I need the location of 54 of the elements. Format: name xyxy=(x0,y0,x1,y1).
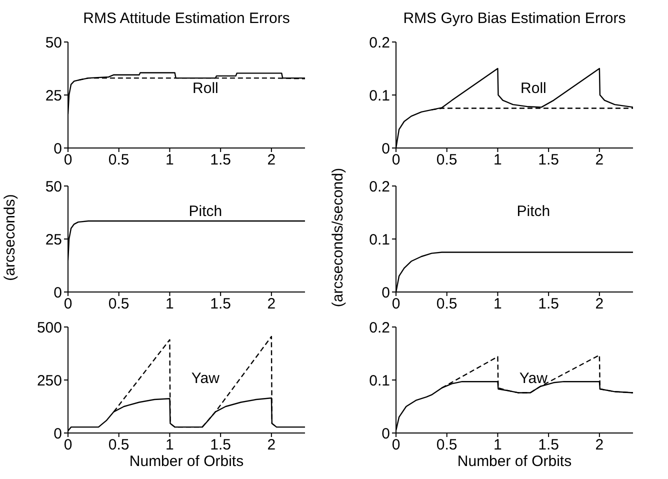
x-tick-label: 1.5 xyxy=(538,152,560,169)
annotation: Pitch xyxy=(516,202,552,220)
x-tick-label: 0.5 xyxy=(108,296,130,313)
y-tick-label: 25 xyxy=(45,87,62,104)
x-tick-label: 1 xyxy=(494,436,502,454)
x-tick-label: 0.5 xyxy=(108,436,130,454)
x-tick-label: 0.5 xyxy=(108,152,130,169)
x-tick-label: 1.5 xyxy=(538,436,560,454)
y-tick-label: 50 xyxy=(45,178,62,196)
x-tick-label: 0.5 xyxy=(436,152,458,169)
x-tick-label: 1.5 xyxy=(210,152,232,169)
y-tick-label: 0 xyxy=(54,284,62,302)
y-tick-label: 0.1 xyxy=(369,231,390,248)
annotation: Yaw xyxy=(190,370,220,387)
chart-title: RMS Attitude Estimation Errors xyxy=(82,10,291,27)
x-tick-label: 1 xyxy=(494,296,502,313)
x-tick-label: 1.5 xyxy=(538,296,560,313)
x-tick-label: 2 xyxy=(267,296,276,313)
x-tick-label: 0.5 xyxy=(436,436,458,454)
x-tick-label: 0.5 xyxy=(436,296,458,313)
annotation: Roll xyxy=(520,80,548,97)
y-tick-label: 0.1 xyxy=(369,372,390,390)
x-tick-label: 2 xyxy=(595,436,604,454)
y-axis-title: (arcseconds) xyxy=(2,193,18,283)
y-tick-label: 0.2 xyxy=(369,34,390,52)
y-tick-label: 500 xyxy=(36,319,62,336)
chart-title: RMS Gyro Bias Estimation Errors xyxy=(402,10,627,27)
x-tick-label: 1 xyxy=(166,296,174,313)
x-tick-label: 2 xyxy=(595,296,604,313)
y-tick-label: 25 xyxy=(45,231,62,248)
y-axis-title: (arcseconds/second) xyxy=(330,166,346,310)
y-tick-label: 0.1 xyxy=(369,87,390,104)
x-tick-label: 2 xyxy=(267,152,276,169)
y-tick-label: 0 xyxy=(54,425,62,442)
x-axis-title: Number of Orbits xyxy=(456,453,573,470)
y-tick-label: 250 xyxy=(36,372,62,390)
x-tick-label: 2 xyxy=(595,152,604,169)
x-tick-label: 1.5 xyxy=(210,436,232,454)
annotation: Yaw xyxy=(518,370,548,387)
x-tick-label: 1 xyxy=(166,436,174,454)
y-tick-label: 0 xyxy=(54,140,62,158)
y-tick-label: 0.2 xyxy=(369,319,390,336)
x-tick-label: 1 xyxy=(166,152,174,169)
x-tick-label: 2 xyxy=(267,436,276,454)
y-tick-label: 50 xyxy=(45,34,62,52)
x-tick-label: 1.5 xyxy=(210,296,232,313)
annotation: Pitch xyxy=(188,202,224,220)
x-tick-label: 1 xyxy=(494,152,502,169)
y-tick-label: 0 xyxy=(382,284,390,302)
x-axis-title: Number of Orbits xyxy=(128,453,245,470)
y-tick-label: 0.2 xyxy=(369,178,390,196)
annotation: Roll xyxy=(192,80,220,97)
y-tick-label: 0 xyxy=(382,425,390,442)
y-tick-label: 0 xyxy=(382,140,390,158)
